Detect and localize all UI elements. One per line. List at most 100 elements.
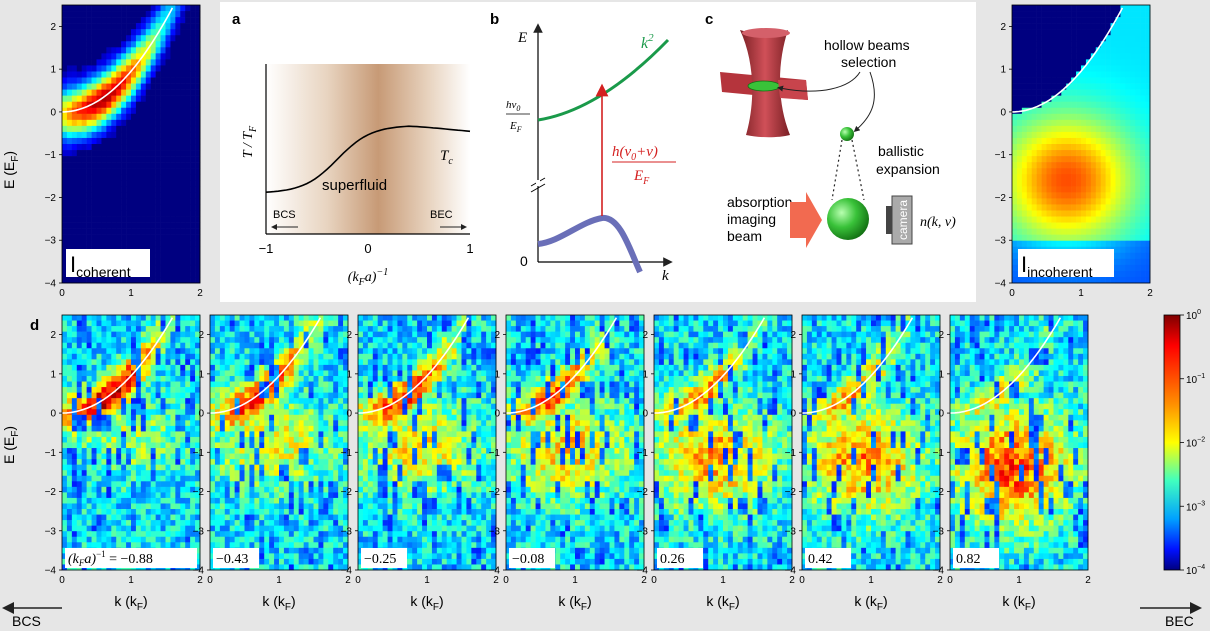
colorbar-tick: 100 [1186, 309, 1201, 322]
y-tick-label: −3 [489, 526, 501, 537]
y-tick-label: −4 [341, 566, 353, 577]
panel-c-letter: c [705, 11, 713, 28]
x-tick-label: 1 [424, 575, 430, 586]
panel-a-letter: a [232, 11, 241, 28]
x-tick-label: 0 [503, 575, 509, 586]
y-tick-label: 2 [198, 330, 204, 341]
x-tick-label: 0 [59, 288, 65, 299]
free-dispersion-curve [653, 317, 766, 414]
y-tick-label: 1 [50, 369, 56, 380]
y-tick-label: 2 [50, 330, 56, 341]
offset-denominator: EF [509, 120, 522, 134]
y-tick-label: −2 [489, 487, 501, 498]
y-tick-label: 0 [198, 409, 204, 420]
y-tick-label: −3 [933, 526, 945, 537]
offset-numerator: hν0 [506, 99, 520, 113]
y-tick-label: 2 [1000, 22, 1006, 33]
y-tick-label: −1 [995, 150, 1007, 161]
panel-a-xlabel: (kFa)−1 [348, 267, 388, 288]
atom-cloud-icon [827, 198, 869, 240]
y-tick-label: 1 [494, 369, 500, 380]
beam-label-2: imaging [727, 211, 776, 227]
y-tick-label: 0 [50, 107, 56, 118]
selection-arrow-2 [853, 71, 875, 132]
x-axis-label: k (kF) [1002, 593, 1035, 613]
y-tick-label: 0 [50, 409, 56, 420]
x-tick-label: 2 [493, 575, 499, 586]
y-tick-label: 1 [198, 369, 204, 380]
x-tick-label: 2 [197, 575, 203, 586]
y-tick-label: 2 [790, 330, 796, 341]
y-tick-label: −4 [193, 566, 205, 577]
heatmap-d-2 [357, 315, 497, 571]
interaction-value-label: 0.26 [660, 552, 685, 567]
bcs-small-label: BCS [273, 209, 296, 221]
y-tick-label: −1 [45, 150, 57, 161]
colorbar: 100 10−1 10−2 10−3 10−4 [1163, 309, 1205, 577]
x-tick-label: 1 [1078, 288, 1084, 299]
x-axis-label: k (kF) [114, 593, 147, 613]
y-tick-label: −1 [785, 448, 797, 459]
top-ylabel: E (EF) [1, 151, 21, 189]
y-tick-label: 0 [494, 409, 500, 420]
y-tick-label: −2 [45, 487, 57, 498]
panel-b-letter: b [490, 11, 499, 28]
x-tick-label: 1 [128, 575, 134, 586]
y-tick-label: 1 [790, 369, 796, 380]
arrow-numerator: h(ν0+ν) [612, 144, 658, 163]
free-dispersion-curve [949, 317, 1062, 414]
colorbar-tick: 10−4 [1186, 564, 1205, 577]
y-tick-label: −3 [785, 526, 797, 537]
panel-a: a superfluid Tc T / TF BCS BEC −1 0 1 (k… [232, 11, 474, 288]
bcs-bec-arrows: BCS BEC [2, 602, 1202, 629]
y-tick-label: 2 [642, 330, 648, 341]
bec-small-label: BEC [430, 209, 453, 221]
interaction-value-label: (kFa)−1 = −0.88 [68, 549, 153, 568]
heatmap-d-6 [949, 315, 1089, 571]
y-tick-label: −1 [193, 448, 205, 459]
y-tick-label: −4 [995, 279, 1007, 290]
beam-label-1: absorption [727, 194, 792, 210]
panel-b: b E k 0 k2 hν0 EF h(ν0+ν) EF [490, 11, 676, 284]
atom-cloud-small-icon [840, 127, 854, 141]
heatmap-layer [61, 5, 1151, 571]
tc-curve [265, 125, 471, 193]
bcs-label: BCS [12, 613, 41, 629]
x-axis-label: k (kF) [854, 593, 887, 613]
panel-b-ylabel: E [517, 30, 527, 46]
hollow-beam-trap-icon [720, 28, 808, 138]
y-tick-label: 1 [1000, 65, 1006, 76]
heatmap-d-1 [209, 315, 349, 571]
colorbar-tick: 10−3 [1186, 500, 1205, 513]
y-tick-label: 1 [346, 369, 352, 380]
y-tick-label: −4 [45, 279, 57, 290]
expansion-label-2: expansion [876, 161, 940, 177]
colorbar-tick: 10−1 [1186, 373, 1205, 386]
y-tick-label: −4 [489, 566, 501, 577]
incoherent-label: I [1021, 252, 1027, 277]
panel-a-xtick: 1 [466, 241, 473, 256]
y-tick-label: −2 [193, 487, 205, 498]
interaction-value-label: −0.43 [216, 552, 248, 567]
selection-arrow-1 [777, 71, 861, 92]
panel-c: c hollow beams selection ballistic expan… [705, 11, 956, 248]
y-tick-label: −1 [933, 448, 945, 459]
y-tick-label: −1 [637, 448, 649, 459]
expansion-label-1: ballistic [878, 143, 924, 159]
x-tick-label: 1 [1016, 575, 1022, 586]
y-tick-label: 2 [50, 22, 56, 33]
x-axis-label: k (kF) [706, 593, 739, 613]
x-tick-label: 1 [128, 288, 134, 299]
x-tick-label: 0 [59, 575, 65, 586]
x-tick-label: 0 [799, 575, 805, 586]
y-tick-label: −3 [193, 526, 205, 537]
y-tick-label: 2 [494, 330, 500, 341]
free-dispersion-curve [209, 317, 322, 414]
x-tick-label: 0 [355, 575, 361, 586]
heatmap-d-0 [61, 315, 201, 571]
camera-label: camera [896, 200, 910, 240]
y-tick-label: −3 [45, 526, 57, 537]
interaction-value-label: −0.25 [364, 552, 396, 567]
heatmap-d-3 [505, 315, 645, 571]
